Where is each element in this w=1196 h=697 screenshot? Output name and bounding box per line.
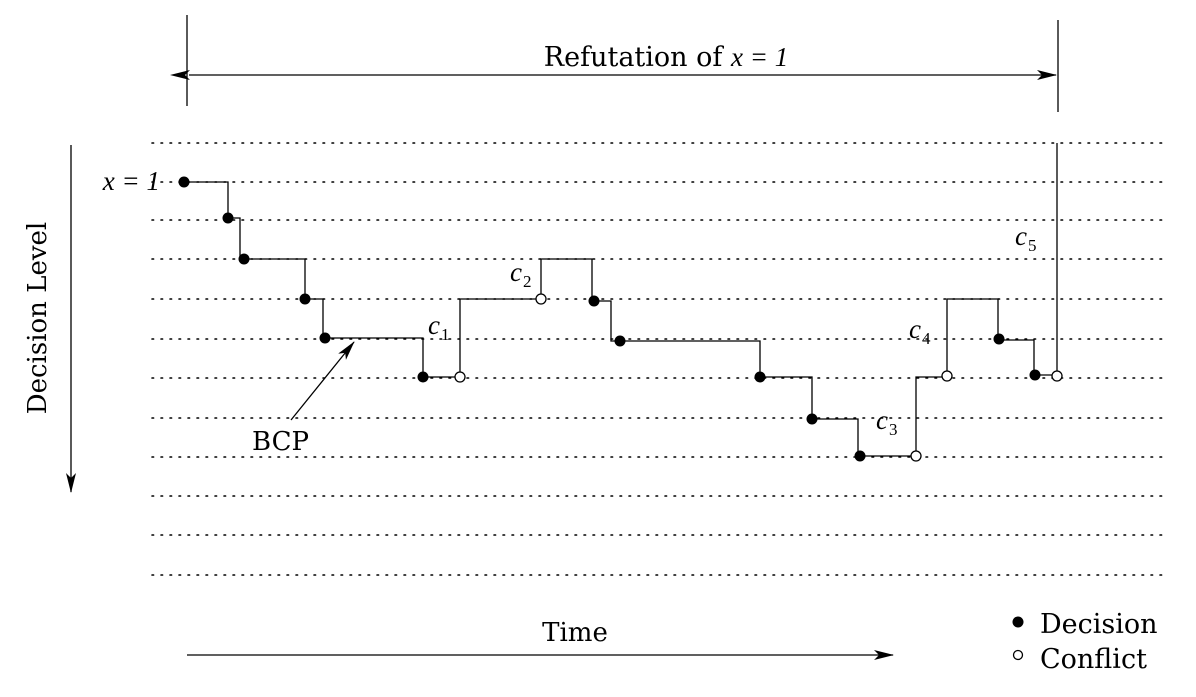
- decision-node: [754, 371, 766, 383]
- conflict-node: [454, 371, 466, 383]
- decision-node: [299, 293, 311, 305]
- legend-conflict-label: Conflict: [1040, 644, 1147, 675]
- decision-node: [319, 332, 331, 344]
- legend: Decision Conflict: [1012, 609, 1158, 675]
- time-label: Time: [542, 618, 608, 648]
- decision-node: [178, 176, 190, 188]
- conflict-node: [535, 293, 547, 305]
- decision-node: [222, 212, 234, 224]
- decision-node: [614, 335, 626, 347]
- decision-node: [806, 413, 818, 425]
- conflict-label-c4: c4: [909, 314, 931, 348]
- conflict-label-c1: c1: [428, 310, 449, 344]
- refutation-span: Refutation of x = 1: [170, 15, 1059, 112]
- decision-nodes: [178, 176, 1041, 462]
- refutation-label: Refutation of x = 1: [544, 42, 788, 73]
- decision-node: [993, 333, 1005, 345]
- conflict-node: [941, 370, 953, 382]
- conflict-label-c2: c2: [510, 257, 531, 291]
- conflict-label-c5: c5: [1015, 221, 1036, 255]
- conflict-label-c3: c3: [876, 405, 897, 439]
- decision-level-label: Decision Level: [23, 222, 53, 414]
- decision-node: [417, 371, 429, 383]
- start-assignment-label: x = 1: [102, 166, 160, 196]
- bcp-label: BCP: [252, 427, 309, 457]
- decision-level-grid: [151, 142, 1167, 576]
- decision-node: [1029, 369, 1041, 381]
- legend-conflict-marker: [1012, 649, 1024, 661]
- legend-decision-label: Decision: [1040, 609, 1158, 640]
- bcp-arrow: [290, 341, 355, 421]
- search-trajectory: [184, 143, 1058, 457]
- bcp-annotation: BCP: [252, 341, 355, 457]
- conflict-nodes: [454, 293, 1063, 462]
- decision-node: [238, 253, 250, 265]
- legend-decision-marker: [1012, 616, 1024, 628]
- conflict-node: [910, 450, 922, 462]
- decision-node: [588, 295, 600, 307]
- conflict-node: [1051, 370, 1063, 382]
- decision-level-axis: Decision Level: [23, 145, 76, 493]
- decision-node: [854, 450, 866, 462]
- time-axis: Time: [187, 618, 894, 660]
